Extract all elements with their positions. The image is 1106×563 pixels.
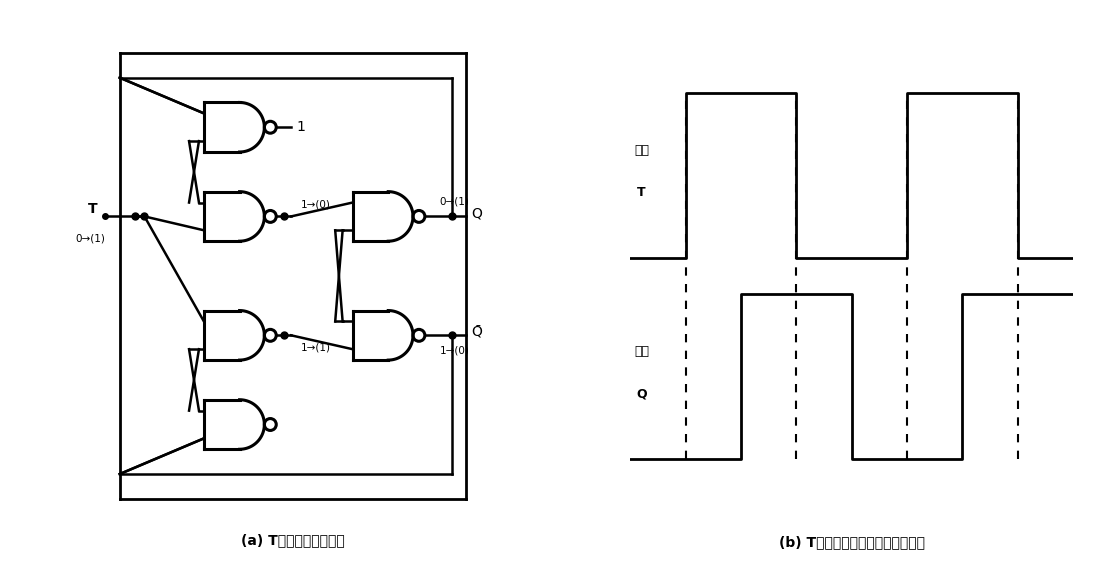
- Text: (b) T触发器的输入和输出信号波形: (b) T触发器的输入和输出信号波形: [779, 535, 925, 549]
- Text: 输入: 输入: [634, 144, 649, 157]
- Text: 输出: 输出: [634, 345, 649, 358]
- Text: 1→(0): 1→(0): [440, 345, 470, 355]
- Text: 0→(1): 0→(1): [440, 196, 470, 207]
- Text: Q: Q: [471, 207, 482, 221]
- Text: Q: Q: [636, 387, 647, 400]
- Text: (a) T触发器的电路结构: (a) T触发器的电路结构: [241, 534, 345, 547]
- Text: 1→(1): 1→(1): [301, 343, 331, 352]
- Text: T: T: [87, 202, 97, 216]
- Text: 1→(0): 1→(0): [301, 199, 331, 209]
- Text: 1: 1: [296, 120, 305, 134]
- Text: 0→(1): 0→(1): [75, 234, 105, 244]
- Text: T: T: [637, 186, 646, 199]
- Text: Q̄: Q̄: [471, 326, 482, 340]
